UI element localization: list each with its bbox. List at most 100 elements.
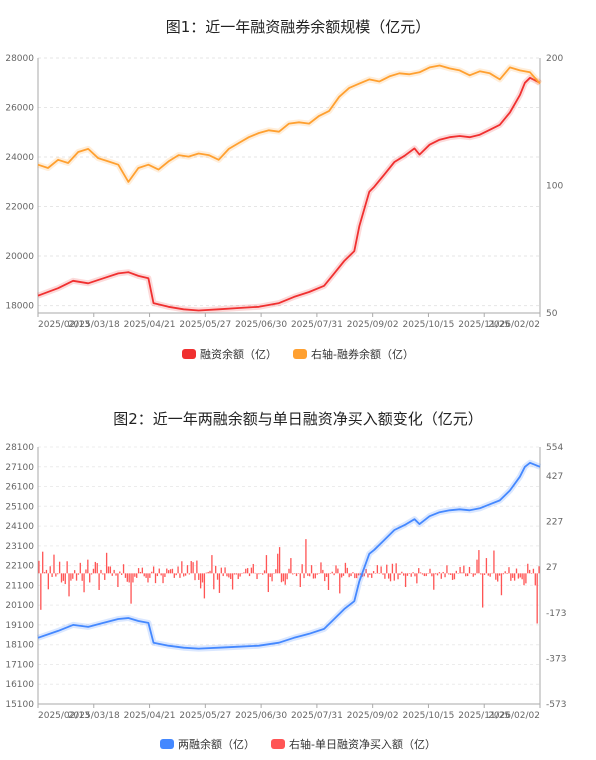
net-buy-bar: [512, 573, 514, 578]
net-buy-bar: [481, 573, 484, 608]
net-buy-bar: [171, 568, 174, 574]
net-buy-bar: [442, 571, 444, 574]
net-buy-bar: [162, 573, 164, 584]
x-tick-label: 2025/04/21: [124, 320, 176, 330]
swatch-red: [271, 739, 286, 749]
net-buy-bar: [107, 566, 110, 574]
net-buy-bar: [241, 573, 243, 574]
net-buy-bar: [115, 573, 117, 576]
net-buy-bar: [183, 573, 185, 577]
net-buy-bar: [474, 573, 476, 576]
net-buy-bar: [397, 573, 399, 580]
net-buy-bar: [459, 566, 461, 574]
net-buy-bar: [480, 573, 482, 575]
chart2-legend: 两融余额（亿） 右轴-单日融资净买入额（亿）: [0, 736, 596, 752]
net-buy-bar: [231, 573, 234, 590]
net-buy-bar: [196, 560, 198, 574]
net-buy-bar: [143, 573, 145, 577]
net-buy-bar: [410, 573, 412, 577]
net-buy-bar: [384, 573, 386, 579]
net-buy-bar: [147, 573, 149, 583]
net-buy-bar: [43, 572, 46, 574]
left-tick-label: 28000: [5, 54, 34, 64]
net-buy-bar: [75, 573, 78, 581]
left-tick-label: 19100: [5, 621, 34, 631]
net-buy-bar: [295, 573, 298, 577]
net-buy-bar: [258, 573, 260, 575]
net-buy-bar: [515, 568, 518, 574]
net-buy-bar: [434, 573, 437, 575]
net-buy-bar: [356, 573, 358, 579]
net-buy-bar: [145, 573, 147, 578]
net-buy-bar: [190, 561, 192, 574]
net-buy-bar: [45, 569, 48, 574]
net-buy-bar: [451, 573, 454, 580]
legend-label: 右轴-融券余额（亿）: [311, 348, 414, 361]
legend-item-net-buy[interactable]: 右轴-单日融资净买入额（亿）: [271, 736, 436, 752]
right-tick-label: -173: [546, 609, 566, 619]
net-buy-bar: [57, 573, 59, 575]
x-tick-label: 2025/05/27: [179, 711, 231, 721]
left-tick-label: 20100: [5, 601, 34, 611]
net-buy-bar: [455, 570, 457, 574]
net-buy-bar: [378, 573, 380, 574]
net-buy-bar: [497, 573, 499, 582]
net-buy-bar: [243, 572, 245, 574]
x-tick-label: 2025/03/18: [68, 711, 120, 721]
net-buy-bar: [205, 572, 207, 574]
net-buy-bar: [500, 573, 503, 596]
left-tick-label: 17100: [5, 660, 34, 670]
net-buy-bar: [288, 568, 290, 574]
net-buy-bar: [136, 573, 138, 578]
net-buy-bar: [325, 573, 328, 577]
net-buy-bar: [450, 573, 452, 575]
net-buy-bar: [457, 573, 459, 574]
net-buy-bar: [314, 573, 316, 579]
net-buy-bar: [404, 573, 407, 588]
left-tick-label: 16100: [5, 680, 34, 690]
net-buy-bar: [517, 573, 520, 579]
net-buy-bar: [177, 566, 179, 574]
left-tick-label: 15100: [5, 700, 34, 710]
legend-item-margin-financing[interactable]: 融资余额（亿）: [182, 346, 277, 362]
net-buy-bar: [79, 562, 81, 574]
net-buy-bar: [506, 573, 508, 575]
net-buy-bar: [374, 573, 377, 574]
net-buy-bar: [246, 568, 249, 574]
net-buy-bar: [534, 573, 536, 586]
net-buy-bar: [470, 573, 473, 574]
net-buy-bar: [421, 573, 424, 575]
net-buy-bar: [40, 573, 42, 610]
net-buy-bar: [235, 573, 238, 575]
net-buy-bar: [237, 573, 239, 580]
net-buy-bar: [119, 571, 121, 574]
legend-item-total-margin[interactable]: 两融余额（亿）: [160, 736, 255, 752]
net-buy-bar: [280, 573, 283, 583]
net-buy-bar: [532, 568, 535, 574]
net-buy-bar: [215, 565, 217, 574]
net-buy-bar: [220, 567, 222, 574]
net-buy-bar: [425, 573, 427, 577]
net-buy-bar: [42, 551, 44, 574]
net-buy-bar: [166, 568, 168, 574]
net-buy-bar: [252, 563, 254, 574]
net-buy-bar: [124, 573, 127, 578]
net-buy-bar: [117, 573, 119, 588]
right-tick-label: 200: [546, 54, 563, 64]
net-buy-bar: [412, 572, 414, 574]
net-buy-bar: [282, 573, 285, 582]
series-line-securities-lending: [37, 64, 541, 183]
net-buy-bar: [164, 573, 166, 577]
net-buy-bar: [186, 565, 189, 574]
net-buy-bar: [137, 568, 140, 574]
x-tick-label: 2026/02/02: [488, 320, 540, 330]
net-buy-bar: [128, 573, 130, 583]
net-buy-bar: [382, 573, 384, 575]
net-buy-bar: [265, 555, 268, 574]
x-tick-label: 2025/11/25: [458, 320, 510, 330]
net-buy-bar: [72, 573, 74, 579]
net-buy-bar: [77, 573, 80, 575]
legend-item-securities-lending[interactable]: 右轴-融券余额（亿）: [293, 346, 414, 362]
net-buy-bar: [102, 573, 104, 575]
net-buy-bar: [322, 569, 324, 574]
